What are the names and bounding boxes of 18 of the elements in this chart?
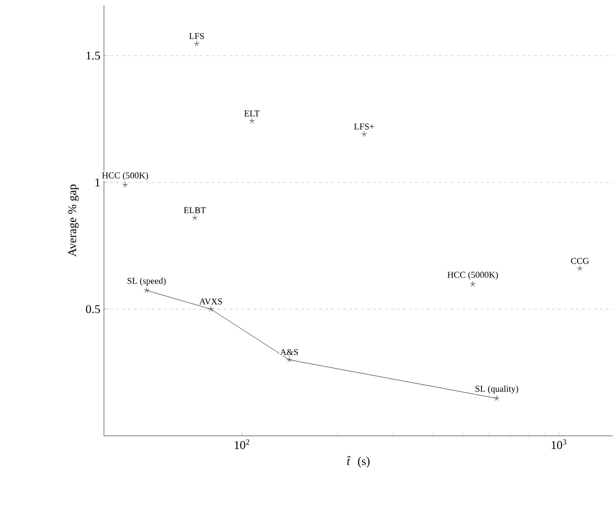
annotation: CCG [571,258,589,264]
y-tick-label: 1.5 [86,52,100,60]
annotation: ELT [244,110,260,116]
y-axis-title: Average % gap [68,184,79,257]
x-axis-title: t̂ (s) [347,456,370,468]
annotation: LFS+ [354,124,374,130]
annotation: SL (speed) [128,278,166,286]
annotation: LFS [189,33,204,40]
y-tick-label: 1 [96,178,100,186]
annotation: HCC (500K) [102,172,148,180]
annotation: HCC (5000K) [448,272,498,280]
annotation: AVXS [199,298,222,305]
x-tick-label: 10$^{2}$ [234,439,250,450]
annotation: A&S [280,349,298,356]
annotation: SL (quality) [476,386,518,394]
y-tick-label: 0.5 [86,305,100,314]
x-tick-label: 10$^{3}$ [552,439,566,450]
annotation: ELBT [184,207,206,214]
